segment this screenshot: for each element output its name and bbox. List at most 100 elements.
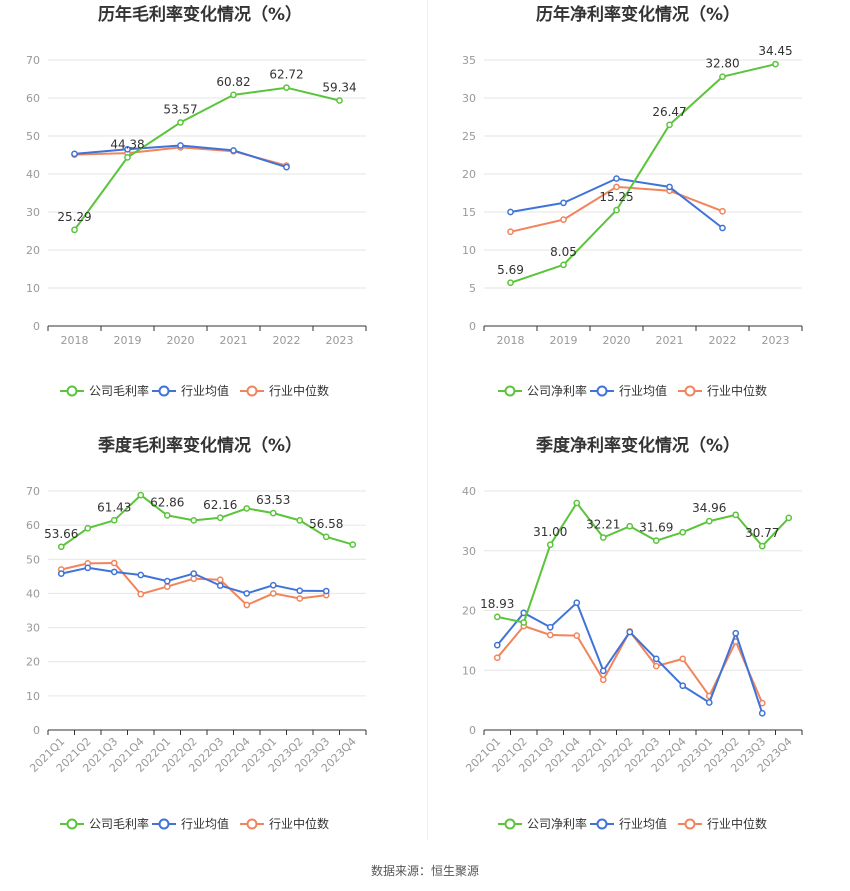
industry_median-data-point: [560, 216, 567, 223]
industry_median-data-point: [137, 590, 145, 598]
y-tick-label: 0: [33, 320, 40, 333]
industry_avg-data-point: [546, 623, 554, 631]
y-tick-label: 30: [26, 622, 40, 635]
y-tick-label: 40: [26, 168, 40, 181]
company-data-point: [573, 499, 581, 507]
industry_avg-legend-marker: [596, 385, 608, 397]
industry_avg-data-point: [560, 199, 567, 207]
company-data-point: [283, 84, 290, 92]
company-data-point: [336, 97, 343, 104]
industry_avg-data-point: [322, 587, 330, 595]
legend-label: 行业中位数: [707, 816, 767, 831]
y-tick-label: 30: [26, 206, 40, 219]
company-data-point: [243, 505, 251, 512]
industry_avg-data-point: [84, 564, 92, 572]
industry_avg-series-line: [496, 601, 764, 714]
y-tick-label: 20: [462, 168, 476, 181]
data-label: 32.21: [586, 518, 620, 532]
x-tick-label: 2020: [167, 334, 195, 347]
industry_avg-data-point: [230, 147, 237, 154]
industry_avg-data-point: [296, 587, 304, 595]
industry_avg-data-point: [666, 183, 673, 191]
industry_median-data-point: [216, 576, 224, 584]
annual-net-chart: 历年净利率变化情况（%） 0 5 10 15 20 25 30 35 2018 2019 2020 20…: [462, 4, 803, 398]
company-series-line: [73, 86, 340, 231]
legend-label: 公司毛利率: [89, 383, 149, 398]
company-data-point: [613, 206, 620, 214]
x-tick-label: 2021: [220, 334, 248, 347]
y-tick-label: 10: [462, 664, 476, 677]
vertical-divider: [427, 0, 428, 840]
y-tick-label: 40: [26, 587, 40, 600]
data-label: 34.96: [692, 501, 726, 515]
legend: 公司净利率 行业均值 行业中位数: [498, 816, 767, 831]
x-tick-label: 2023: [762, 334, 790, 347]
industry_avg-data-point: [137, 571, 145, 579]
legend-label: 公司毛利率: [89, 816, 149, 831]
legend-label: 行业中位数: [707, 383, 767, 398]
industry_avg-data-point: [124, 145, 131, 153]
industry_avg-data-point: [110, 568, 118, 576]
company-data-point: [520, 619, 528, 626]
data-label: 18.93: [480, 597, 514, 611]
x-tick-label: 2018: [61, 334, 89, 347]
data-label: 5.69: [497, 263, 524, 277]
company-data-point: [216, 514, 224, 522]
legend-label: 行业中位数: [269, 383, 329, 398]
x-tick-label: 2019: [550, 334, 578, 347]
y-tick-label: 20: [26, 656, 40, 669]
quarterly-gross-chart: 季度毛利率变化情况（%）0102030405060702021Q12021Q22…: [26, 435, 367, 831]
company-data-point: [493, 613, 501, 621]
y-tick-label: 30: [462, 545, 476, 558]
industry_median-data-point: [269, 590, 277, 597]
industry_avg-data-point: [705, 699, 713, 706]
industry_avg-data-point: [283, 163, 290, 171]
legend-label: 公司净利率: [527, 816, 587, 831]
data-label: 31.69: [639, 521, 673, 535]
data-label: 53.66: [44, 527, 78, 541]
data-label: 30.77: [745, 526, 779, 540]
data-label: 25.29: [57, 210, 91, 224]
industry_avg-data-point: [758, 709, 766, 717]
industry_median-data-point: [243, 601, 251, 609]
company-legend-marker: [66, 818, 78, 830]
industry_median-data-point: [613, 183, 620, 191]
company-data-point: [163, 512, 171, 519]
company-data-point: [732, 511, 740, 519]
industry_median-legend-marker: [684, 385, 696, 397]
data-label: 26.47: [652, 105, 686, 119]
company-data-point: [124, 154, 131, 161]
industry_avg-legend-marker: [158, 385, 170, 397]
company-data-point: [84, 524, 92, 532]
industry_avg-data-point: [613, 175, 620, 182]
data-label: 56.58: [309, 517, 343, 531]
data-label: 8.05: [550, 245, 577, 259]
data-label: 60.82: [216, 75, 250, 89]
industry_median-data-point: [679, 655, 687, 663]
company-data-point: [296, 517, 304, 524]
company-data-point: [666, 121, 673, 129]
y-tick-label: 60: [26, 92, 40, 105]
industry_avg-data-point: [493, 641, 501, 649]
industry_avg-data-point: [269, 581, 277, 589]
company-data-point: [599, 534, 607, 541]
industry_median-data-point: [652, 662, 660, 670]
industry_avg-data-point: [71, 150, 78, 158]
industry_median-data-point: [163, 583, 171, 590]
data-label: 59.34: [322, 81, 356, 95]
industry_median-data-point: [493, 654, 501, 662]
y-tick-label: 0: [33, 724, 40, 737]
company-data-point: [190, 517, 198, 524]
chart-title: 历年净利率变化情况（%）: [536, 4, 740, 25]
industry_avg-data-point: [163, 577, 171, 585]
industry_median-data-point: [719, 207, 726, 215]
data-label: 63.53: [256, 493, 290, 507]
legend-label: 公司净利率: [527, 383, 587, 398]
industry_avg-data-point: [652, 655, 660, 663]
industry_median-data-point: [573, 632, 581, 639]
y-tick-label: 25: [462, 130, 476, 143]
y-tick-label: 10: [26, 282, 40, 295]
industry_avg-data-point: [732, 629, 740, 637]
company-data-point: [177, 119, 184, 126]
